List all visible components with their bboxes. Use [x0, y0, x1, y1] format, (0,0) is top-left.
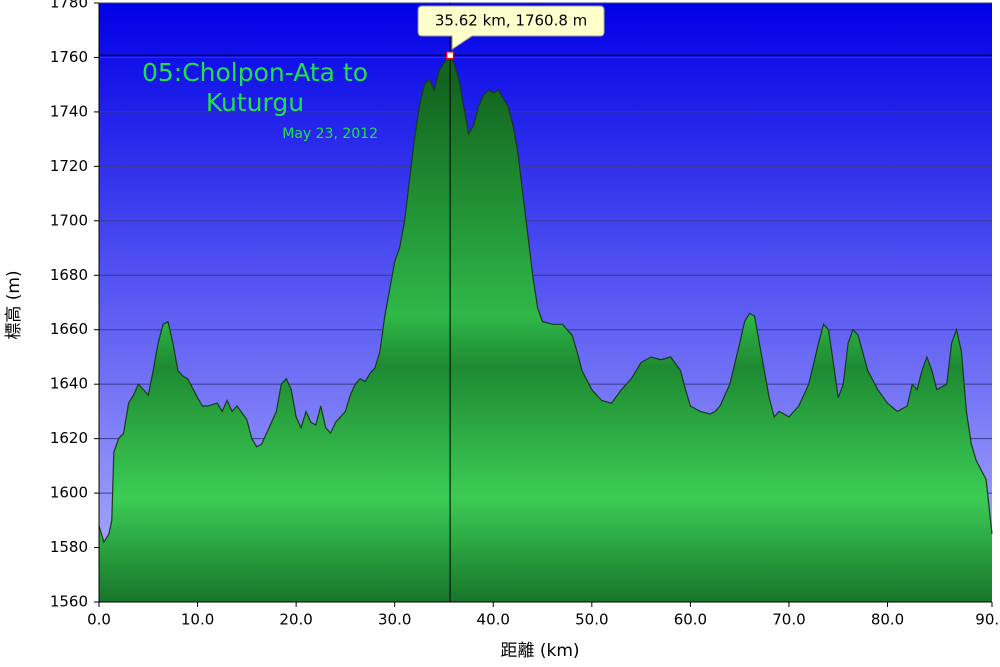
chart-title: 05:Cholpon-Ata to Kuturgu	[141, 58, 369, 117]
cursor-marker	[445, 51, 455, 60]
y-tick-label: 1780	[50, 0, 88, 12]
y-tick-label: 1580	[50, 538, 88, 556]
y-tick-label: 1660	[50, 320, 88, 338]
x-tick-label: 40.0	[477, 611, 510, 629]
x-tick-label: 90.6	[975, 611, 1000, 629]
elevation-line	[98, 54, 993, 544]
y-tick-label: 1680	[50, 266, 88, 284]
x-tick-label: 60.0	[674, 611, 707, 629]
y-tick-label: 1740	[50, 102, 88, 120]
y-tick-label: 1760	[50, 48, 88, 66]
x-tick-label: 20.0	[279, 611, 312, 629]
chart-subtitle: May 23, 2012	[282, 126, 378, 142]
x-tick-label: 0.0	[87, 611, 111, 629]
y-tick-label: 1560	[50, 593, 88, 611]
y-tick-label: 1720	[50, 157, 88, 175]
y-tick-label: 1600	[50, 484, 88, 502]
y-axis-label: 標高 (m)	[4, 270, 24, 339]
x-tick-label: 50.0	[575, 611, 608, 629]
x-tick-label: 10.0	[181, 611, 214, 629]
x-tick-label: 80.0	[871, 611, 904, 629]
y-tick-label: 1620	[50, 429, 88, 447]
y-tick-label: 1700	[50, 211, 88, 229]
x-tick-label: 30.0	[378, 611, 411, 629]
annotation-text: 35.62 km, 1760.8 m	[435, 12, 587, 30]
annotation-box	[417, 5, 605, 51]
x-tick-label: 70.0	[772, 611, 805, 629]
elevation-area	[99, 55, 992, 603]
y-tick-label: 1640	[50, 375, 88, 393]
x-axis-label: 距離 (km)	[500, 641, 579, 661]
